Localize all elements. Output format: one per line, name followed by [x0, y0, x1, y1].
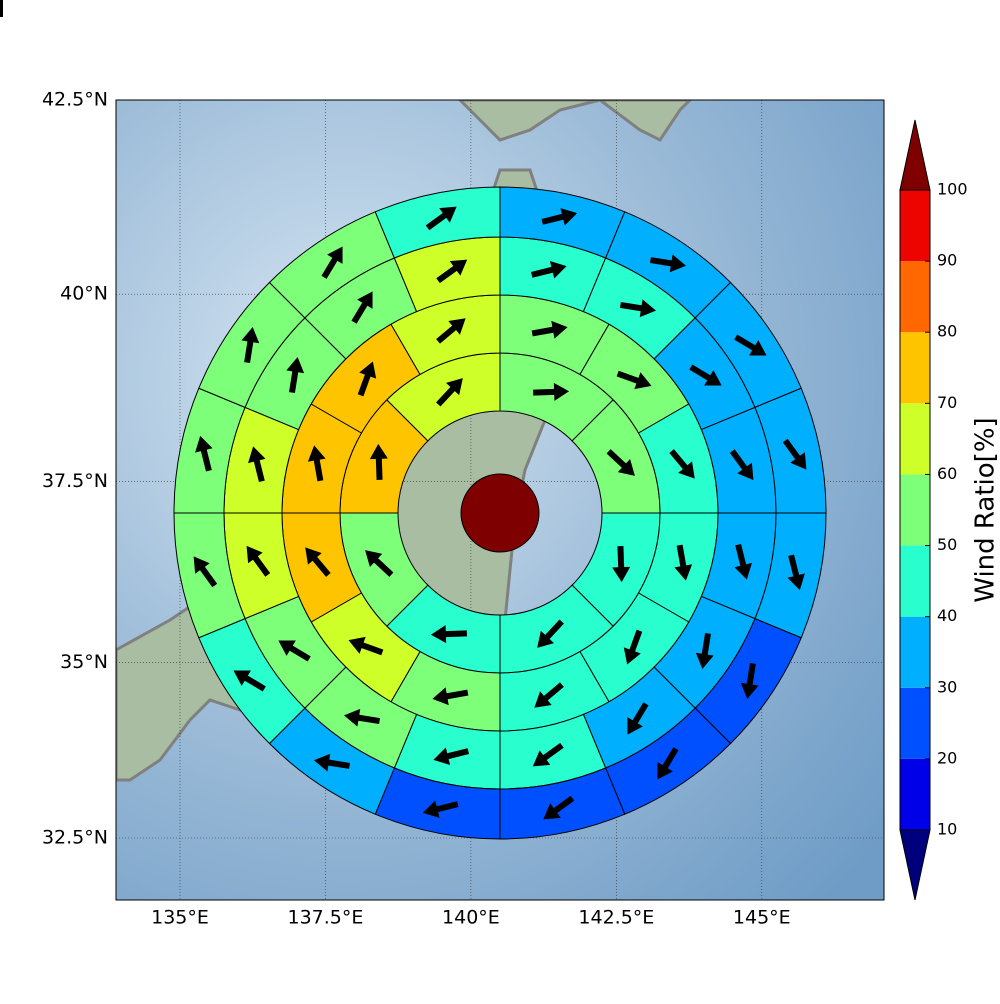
wind-arrow	[0, 0, 9, 17]
colorbar-tick-label: 80	[937, 322, 957, 341]
colorbar-band	[900, 759, 930, 830]
x-tick-label: 135°E	[151, 907, 209, 929]
colorbar-tick-label: 100	[937, 180, 968, 199]
colorbar-extend-high	[900, 120, 930, 190]
colorbar-band	[900, 617, 930, 688]
colorbar-tick-label: 70	[937, 393, 957, 412]
colorbar-tick-label: 50	[937, 535, 957, 554]
colorbar-band	[900, 474, 930, 545]
colorbar-tick-label: 10	[937, 820, 957, 839]
colorbar-band	[900, 190, 930, 261]
colorbar-extend-low	[900, 830, 930, 900]
colorbar-tick-label: 40	[937, 606, 957, 625]
colorbar-band	[900, 403, 930, 474]
center	[461, 474, 539, 552]
x-tick-label: 145°E	[733, 907, 791, 929]
colorbar-label: Wind Ratio[%]	[971, 417, 1000, 602]
colorbar-tick-label: 60	[937, 464, 957, 483]
colorbar-band	[900, 688, 930, 759]
colorbar-tick-label: 90	[937, 251, 957, 270]
x-tick-label: 142.5°E	[578, 907, 654, 929]
colorbar-band	[900, 332, 930, 403]
colorbar-tick-label: 30	[937, 677, 957, 696]
y-tick-label: 37.5°N	[42, 470, 108, 492]
x-tick-label: 137.5°E	[288, 907, 364, 929]
y-tick-label: 42.5°N	[42, 89, 108, 111]
y-tick-label: 32.5°N	[42, 827, 108, 849]
colorbar-band	[900, 546, 930, 617]
x-tick-label: 140°E	[442, 907, 500, 929]
colorbar-tick-label: 20	[937, 748, 957, 767]
y-tick-label: 40°N	[60, 283, 108, 305]
colorbar-band	[900, 261, 930, 332]
colorbar: 10 20 30 40 50 60 70 80 90 100	[900, 120, 968, 900]
y-tick-label: 35°N	[60, 651, 108, 673]
